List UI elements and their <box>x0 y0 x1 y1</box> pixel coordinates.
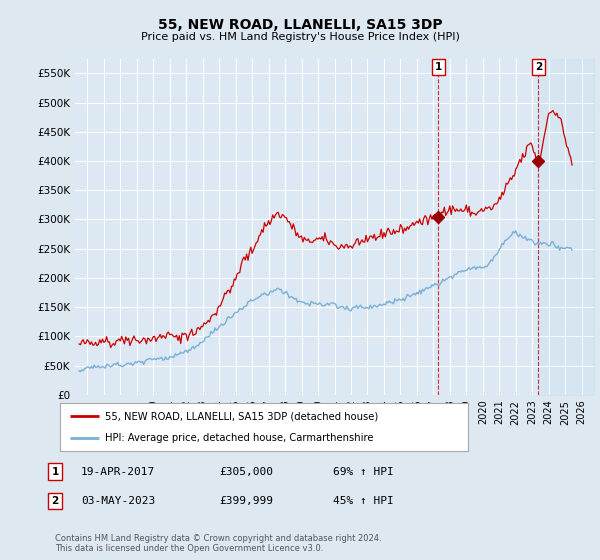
Text: 1: 1 <box>434 62 442 72</box>
Text: 19-APR-2017: 19-APR-2017 <box>81 466 155 477</box>
Text: Price paid vs. HM Land Registry's House Price Index (HPI): Price paid vs. HM Land Registry's House … <box>140 32 460 43</box>
Text: 55, NEW ROAD, LLANELLI, SA15 3DP: 55, NEW ROAD, LLANELLI, SA15 3DP <box>158 18 442 32</box>
Text: HPI: Average price, detached house, Carmarthenshire: HPI: Average price, detached house, Carm… <box>105 433 373 443</box>
Text: 2: 2 <box>535 62 542 72</box>
Text: 1: 1 <box>52 466 59 477</box>
Text: £305,000: £305,000 <box>219 466 273 477</box>
Text: £399,999: £399,999 <box>219 496 273 506</box>
Text: Contains HM Land Registry data © Crown copyright and database right 2024.
This d: Contains HM Land Registry data © Crown c… <box>55 534 382 553</box>
Text: 2: 2 <box>52 496 59 506</box>
Text: 03-MAY-2023: 03-MAY-2023 <box>81 496 155 506</box>
Text: 55, NEW ROAD, LLANELLI, SA15 3DP (detached house): 55, NEW ROAD, LLANELLI, SA15 3DP (detach… <box>105 411 378 421</box>
Text: 69% ↑ HPI: 69% ↑ HPI <box>333 466 394 477</box>
Text: 45% ↑ HPI: 45% ↑ HPI <box>333 496 394 506</box>
